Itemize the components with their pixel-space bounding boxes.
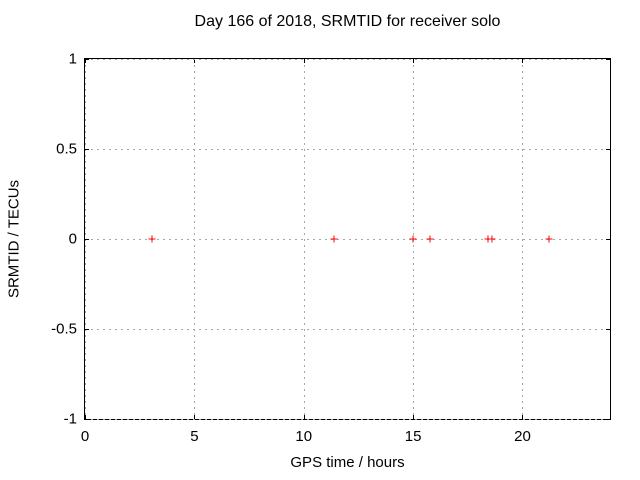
- x-tick-label: 20: [514, 428, 531, 445]
- x-tick-mark-mirror: [522, 59, 524, 63]
- x-tick-label: 10: [295, 428, 313, 445]
- x-axis-label: GPS time / hours: [290, 454, 405, 471]
- x-tick-mark: [522, 415, 524, 419]
- y-tick-mark-mirror: [606, 419, 610, 420]
- y-tick-label: -1: [63, 410, 77, 428]
- x-tick-mark-mirror: [194, 59, 196, 63]
- x-tick-label: 0: [80, 428, 90, 445]
- x-tick-label: 5: [190, 428, 199, 445]
- data-point-marker: [330, 235, 338, 243]
- data-point-marker: [409, 235, 417, 243]
- y-tick-label: 0: [68, 230, 77, 248]
- y-tick-mark-mirror: [606, 59, 610, 60]
- data-point-marker: [484, 235, 491, 243]
- x-tick-mark: [85, 415, 86, 419]
- gridline-horizontal: [85, 419, 610, 420]
- x-tick-mark: [194, 415, 196, 419]
- y-tick-label: 0.5: [56, 140, 77, 158]
- data-point-marker: [426, 235, 434, 243]
- y-axis-label: SRMTID / TECUs: [5, 179, 23, 299]
- x-tick-label: 15: [404, 428, 422, 445]
- x-tick-mark: [303, 415, 305, 419]
- y-tick-mark-mirror: [606, 239, 610, 240]
- chart-title: Day 166 of 2018, SRMTID for receiver sol…: [194, 13, 501, 30]
- gridline-horizontal: [85, 239, 610, 240]
- plot-area: 0 5 10 15 20 1 0.5 0 -0.5 -1: [51, 51, 611, 445]
- x-tick-mark: [413, 415, 415, 419]
- x-tick-mark-mirror: [85, 59, 86, 63]
- y-tick-mark: [85, 329, 89, 330]
- y-tick-mark-mirror: [606, 149, 610, 150]
- y-tick-mark: [85, 239, 89, 240]
- data-point-marker: [545, 235, 553, 243]
- x-tick-mark-mirror: [303, 59, 305, 63]
- y-tick-label: -0.5: [51, 320, 77, 338]
- gridline-horizontal: [85, 59, 610, 60]
- data-point-marker: [488, 235, 496, 243]
- x-tick-mark-mirror: [413, 59, 415, 63]
- y-tick-label: 1: [68, 50, 77, 68]
- gridline-horizontal: [85, 149, 610, 150]
- y-tick-mark: [85, 149, 89, 150]
- gridline-horizontal: [85, 329, 610, 330]
- data-point-marker: [148, 235, 156, 243]
- y-tick-mark: [85, 59, 89, 60]
- y-tick-mark-mirror: [606, 329, 610, 330]
- y-tick-mark: [85, 419, 89, 420]
